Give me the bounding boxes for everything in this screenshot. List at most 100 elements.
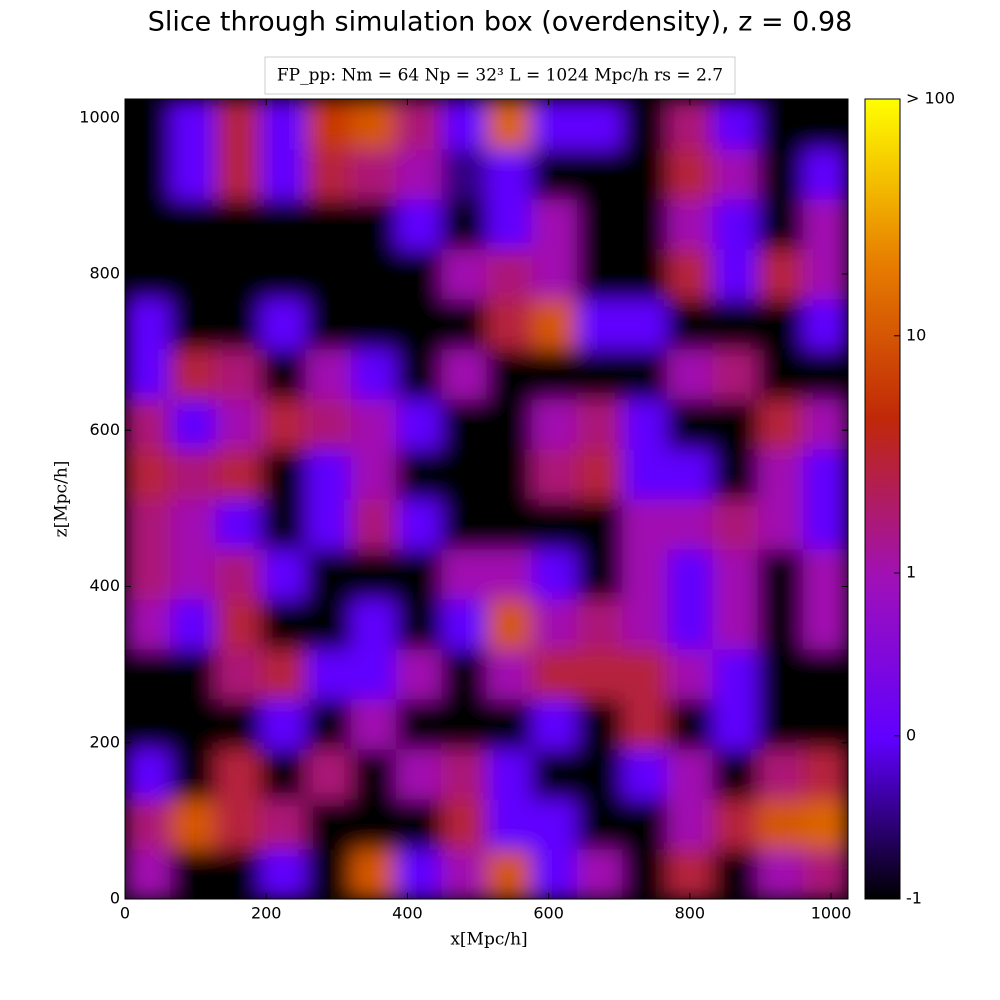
heatmap-cell [622,399,668,450]
heatmap-cell [486,499,533,550]
heatmap-cell [531,399,578,450]
x-tick-label: 0 [120,904,130,923]
heatmap-cell [350,99,397,150]
heatmap-cell [215,349,262,400]
heatmap-cell [802,199,848,250]
heatmap-cell [712,349,759,400]
heatmap-cell [350,749,397,800]
heatmap-cell [576,249,623,300]
heatmap-cell [486,799,533,850]
heatmap-cell [396,399,442,450]
heatmap-cell [441,599,487,650]
heatmap-cell [125,699,171,750]
heatmap-cell [396,299,442,350]
heatmap-cell [667,249,713,300]
heatmap-cell [125,799,171,850]
heatmap-cell [802,349,848,400]
heatmap-cell [712,299,759,350]
heatmap-cell [260,249,307,300]
heatmap-cell [486,99,533,150]
heatmap-cell [712,849,759,899]
heatmap-cell [441,499,487,550]
heatmap-cell [305,99,352,150]
heatmap-cell [441,149,487,200]
heatmap-cell [215,449,262,500]
y-axis-label: z[Mpc/h] [52,461,72,538]
heatmap-cell [350,549,397,600]
heatmap-cell [802,249,848,300]
heatmap-cell [305,499,352,550]
colorbar-tick-label: 0 [906,725,916,744]
heatmap-cell [396,99,442,150]
heatmap-cell [350,699,397,750]
heatmap-cell [350,299,397,350]
heatmap-cell [441,749,487,800]
heatmap-cell [350,499,397,550]
colorbar-tick-label: -1 [906,889,922,908]
heatmap-cell [215,849,262,899]
heatmap-cell [802,649,848,700]
heatmap-cell [305,749,352,800]
heatmap-cell [305,249,352,300]
x-tick-label: 200 [251,904,282,923]
heatmap-cell [396,549,442,600]
heatmap-cell [531,349,578,400]
heatmap-cell [125,649,171,700]
heatmap-cell [350,649,397,700]
heatmap-cell [441,249,487,300]
heatmap-cell [802,699,848,750]
heatmap-cell [757,199,804,250]
heatmap-cell [712,749,759,800]
heatmap-cell [802,399,848,450]
heatmap-cell [260,799,307,850]
heatmap-cell [305,699,352,750]
heatmap-cell [531,849,578,899]
heatmap-cell [350,849,397,899]
heatmap-cell [712,499,759,550]
heatmap-cell [712,249,759,300]
heatmap-cell [170,549,216,600]
heatmap-cell [486,149,533,200]
heatmap-cell [441,449,487,500]
heatmap-cell [260,99,307,150]
heatmap-cell [260,849,307,899]
y-tick-label: 200 [89,732,120,751]
heatmap-cell [712,599,759,650]
heatmap-cell [260,649,307,700]
heatmap-cell [802,549,848,600]
heatmap-cell [170,199,216,250]
heatmap-cell [622,749,668,800]
heatmap-cell [486,299,533,350]
heatmap-cell [802,599,848,650]
heatmap-cell [531,649,578,700]
y-tick-label: 800 [89,264,120,283]
heatmap-cell [757,799,804,850]
heatmap-cell [396,249,442,300]
heatmap-cell [215,299,262,350]
heatmap-cell [215,499,262,550]
heatmap-cell [802,149,848,200]
heatmap-cell [622,599,668,650]
heatmap-cell [125,499,171,550]
heatmap-cell [667,849,713,899]
heatmap-cell [757,699,804,750]
heatmap-cell [350,449,397,500]
heatmap-cell [531,499,578,550]
heatmap-cell [441,699,487,750]
heatmap-cell [622,149,668,200]
heatmap-cell [396,149,442,200]
heatmap-cell [441,799,487,850]
heatmap-cell [531,749,578,800]
heatmap-cell [170,99,216,150]
plot-frame [124,98,849,900]
annotation: FP_pp: Nm = 64 Np = 32³ L = 1024 Mpc/h r… [277,66,723,86]
heatmap-cell [531,449,578,500]
heatmap-cell [125,299,171,350]
heatmap-cell [667,449,713,500]
heatmap-cell [350,249,397,300]
heatmap-cell [170,499,216,550]
heatmap-cell [215,649,262,700]
y-tick-label: 400 [89,576,120,595]
heatmap-cell [486,849,533,899]
heatmap-cell [576,599,623,650]
